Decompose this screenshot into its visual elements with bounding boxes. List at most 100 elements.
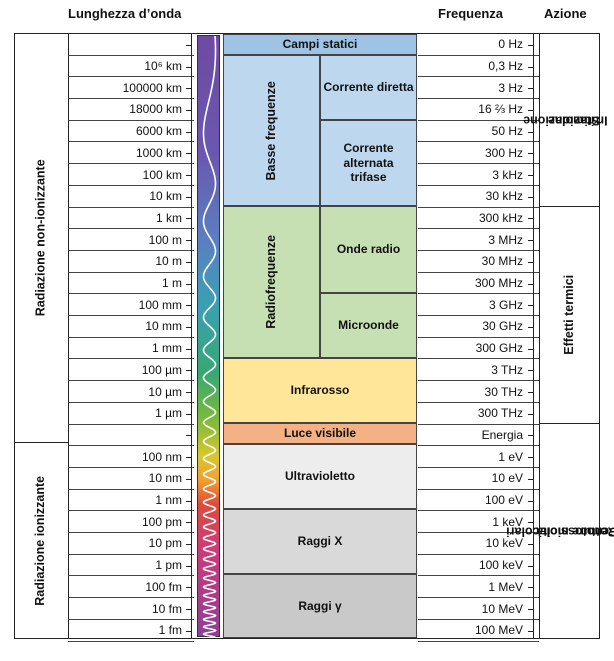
wavelength-tick [186, 500, 192, 502]
wavelength-cell: 10 fm [68, 598, 194, 620]
wavelength-tick [186, 348, 192, 350]
frequency-tick [528, 283, 534, 285]
band-low-frequencies [223, 55, 320, 206]
wavelength-tick [186, 88, 192, 90]
frequency-tick [528, 413, 534, 415]
frequency-cell: 10 eV [418, 468, 539, 490]
frequency-cell: 0 Hz [418, 34, 539, 56]
wavelength-tick [186, 478, 192, 480]
frequency-tick [528, 457, 534, 459]
ionizing-label: Radiazione ionizzante [33, 475, 48, 606]
band-direct-current: Corrente diretta [320, 55, 417, 120]
wavelength-cell: 100 pm [68, 511, 194, 534]
band-radio-frequencies [223, 206, 320, 358]
frequency-tick [528, 326, 534, 328]
band-gamma-rays: Raggi γ [223, 574, 417, 638]
wavelength-tick [186, 326, 192, 328]
wavelength-cell: 6000 km [68, 121, 194, 143]
frequency-cell: 10 keV [418, 533, 539, 555]
radiation-column-line [68, 33, 69, 639]
frequency-tick [528, 500, 534, 502]
wavelength-header: Lunghezza d’onda [68, 6, 182, 21]
wavelength-cell: 10 km [68, 186, 194, 208]
wavelength-cell: 100 µm [68, 360, 194, 382]
wavelength-cell: 100 mm [68, 294, 194, 317]
frequency-cell: 30 THz [418, 381, 539, 403]
action-column-line [539, 33, 540, 639]
wavelength-cell: 10 m [68, 251, 194, 273]
frequency-tick [528, 44, 534, 46]
wavelength-cell: 1000 km [68, 143, 194, 165]
wavelength-cell: 100 fm [68, 577, 194, 599]
wavelength-tick [186, 131, 192, 133]
frequency-tick [528, 609, 534, 611]
wavelength-cell: 100 km [68, 164, 194, 186]
wavelength-tick [186, 305, 192, 307]
wavelength-tick [186, 457, 192, 459]
frequency-cell: Energia [418, 425, 539, 447]
frequency-cell: 100 keV [418, 555, 539, 577]
wavelength-cell: 1 mm [68, 338, 194, 360]
wavelength-axis [191, 34, 192, 638]
wavelength-cell: 10 mm [68, 316, 194, 338]
frequency-tick [528, 392, 534, 394]
band-alternating-current: Corrente alternata trifase [320, 120, 417, 206]
frequency-tick [528, 175, 534, 177]
wavelength-tick [186, 261, 192, 263]
wavelength-tick [186, 153, 192, 155]
wavelength-tick [186, 175, 192, 177]
frequency-tick [528, 587, 534, 589]
wavelength-tick [186, 196, 192, 198]
wavelength-tick [186, 609, 192, 611]
wavelength-tick [186, 218, 192, 220]
band-radio-waves: Onde radio [320, 206, 417, 293]
frequency-cell: 50 Hz [418, 121, 539, 143]
frequency-cell: 100 MeV [418, 620, 539, 642]
wavelength-cell [68, 425, 194, 447]
spectrum-strip [197, 35, 220, 638]
frequency-cell: 0,3 Hz [418, 56, 539, 78]
action-header: Azione [544, 6, 587, 21]
wavelength-tick [186, 565, 192, 567]
wavelength-cell: 100000 km [68, 77, 194, 100]
band-visible-light: Luce visibile [223, 423, 417, 444]
radiation-divider [14, 442, 68, 443]
frequency-tick [528, 240, 534, 242]
frequency-tick [528, 348, 534, 350]
low-frequencies-label: Basse frequenze [263, 80, 278, 181]
wavelength-cell: 1 pm [68, 555, 194, 577]
radio-frequencies-label: Radiofrequenze [263, 235, 278, 329]
wavelength-cell: 100 nm [68, 446, 194, 468]
action-stimulation: Stimolazione Irritazione [523, 113, 608, 128]
frequency-tick [528, 305, 534, 307]
action-divider-2 [539, 423, 600, 424]
wave-icon [202, 36, 217, 638]
wavelength-cell: 100 m [68, 229, 194, 251]
wavelength-cell: 1 nm [68, 490, 194, 512]
frequency-header: Frequenza [438, 6, 504, 21]
wavelength-cell: 1 km [68, 208, 194, 230]
wavelength-tick [186, 630, 192, 632]
frequency-tick [528, 543, 534, 545]
wavelength-cell: 1 µm [68, 403, 194, 425]
frequency-cell: 3 Hz [418, 77, 539, 100]
wavelength-cell: 10 nm [68, 468, 194, 490]
frequency-cell: 30 GHz [418, 316, 539, 338]
band-x-rays: Raggi X [223, 509, 417, 574]
wavelength-tick [186, 109, 192, 111]
action-divider-1 [539, 206, 600, 207]
wavelength-cell: 1 m [68, 273, 194, 295]
non-ionizing-label: Radiazione non-ionizzante [33, 159, 48, 316]
wavelength-tick [186, 370, 192, 372]
band-static-fields: Campi statici [223, 34, 417, 55]
frequency-cell: 10 MeV [418, 598, 539, 620]
band-ultraviolet: Ultravioletto [223, 444, 417, 509]
spectrum-table-frame [14, 33, 600, 639]
wavelength-cell: 18000 km [68, 99, 194, 121]
frequency-axis [533, 34, 534, 638]
wavelength-tick [186, 283, 192, 285]
frequency-cell: 1 eV [418, 446, 539, 468]
frequency-tick [528, 370, 534, 372]
frequency-tick [528, 153, 534, 155]
wavelength-cell [68, 34, 194, 56]
